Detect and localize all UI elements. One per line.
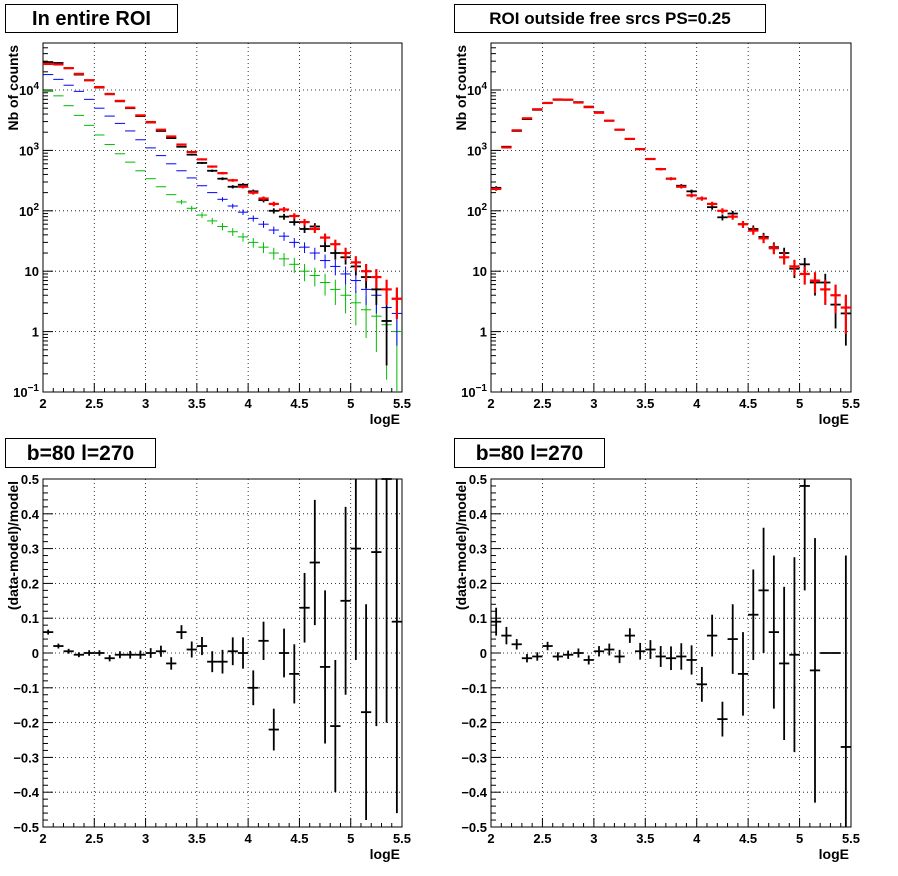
x-tick-label: 3.5 [188, 396, 206, 411]
panel-title-top-right: ROI outside free srcs PS=0.25 [454, 4, 766, 33]
x-tick-label: 5.5 [842, 396, 860, 411]
y-tick-label: 0.5 [469, 472, 487, 487]
y-tick-label: 102 [467, 202, 487, 219]
chart-panel-0: 2 2.5 3 3.5 4 4.5 5 5.5 10−1 1 10 102 103 104 logE Nb o… [5, 42, 411, 427]
y-tick-label: −0.1 [461, 681, 487, 696]
x-tick-label: 2 [487, 831, 494, 846]
y-tick-label: −0.2 [461, 716, 487, 731]
y-tick-label: 10−1 [13, 383, 39, 400]
y-tick-label: −0.3 [461, 750, 487, 765]
y-tick-label: −0.4 [13, 785, 39, 800]
y-tick-label: 102 [19, 202, 39, 219]
x-tick-label: 2 [39, 831, 46, 846]
y-tick-label: 0.4 [21, 507, 40, 522]
plot-frame [490, 42, 852, 393]
y-tick-label: 0 [32, 646, 39, 661]
x-tick-label: 5.5 [393, 396, 411, 411]
panel-title-top-left: In entire ROI [5, 4, 178, 33]
x-tick-label: 5 [347, 831, 354, 846]
x-tick-label: 2.5 [85, 396, 103, 411]
y-tick-label: 0.5 [21, 472, 39, 487]
y-tick-label: 0.1 [21, 611, 39, 626]
x-tick-label: 4 [693, 396, 701, 411]
plot-frame [42, 42, 403, 393]
chart-panel-1: 2 2.5 3 3.5 4 4.5 5 5.5 10−1 1 10 102 103 104 logE Nb o… [453, 42, 860, 427]
y-tick-label: 104 [467, 81, 487, 98]
y-tick-label: 0.1 [469, 611, 487, 626]
y-axis-label: (data-model)/model [453, 481, 469, 610]
x-tick-label: 2 [39, 396, 46, 411]
panel-title-bottom-left: b=80 l=270 [5, 438, 156, 468]
y-tick-label: 10 [473, 264, 487, 279]
x-tick-label: 3 [590, 831, 597, 846]
x-tick-label: 2 [487, 396, 494, 411]
y-tick-label: 103 [19, 141, 39, 158]
y-tick-label: 0.2 [469, 576, 487, 591]
x-tick-label: 3 [590, 396, 597, 411]
y-tick-label: 10−1 [461, 383, 487, 400]
x-tick-label: 2.5 [533, 396, 551, 411]
y-axis-label: Nb of counts [453, 45, 469, 131]
x-axis-label: logE [370, 411, 400, 427]
x-axis-label: logE [370, 846, 400, 862]
x-tick-label: 3.5 [636, 396, 654, 411]
x-axis-label: logE [819, 411, 849, 427]
x-tick-label: 3.5 [636, 831, 654, 846]
y-tick-label: −0.4 [461, 785, 487, 800]
y-tick-label: −0.2 [13, 716, 39, 731]
y-tick-label: 0.3 [469, 542, 487, 557]
chart-panel-2: 2 2.5 3 3.5 4 4.5 5 5.5 −0.5 −0.4 −0.3 −0.2 −0.1 0 0.1… [5, 472, 411, 862]
x-tick-label: 4.5 [290, 396, 308, 411]
x-tick-label: 3.5 [188, 831, 206, 846]
x-tick-label: 4.5 [739, 396, 757, 411]
y-tick-label: 1 [480, 325, 487, 340]
x-tick-label: 4.5 [290, 831, 308, 846]
y-tick-label: −0.5 [13, 820, 39, 835]
y-tick-label: 103 [467, 141, 487, 158]
x-tick-label: 4 [245, 396, 253, 411]
y-tick-label: −0.1 [13, 681, 39, 696]
y-tick-label: 10 [25, 264, 39, 279]
y-tick-label: 0.4 [469, 507, 488, 522]
x-tick-label: 5.5 [842, 831, 860, 846]
x-tick-label: 5.5 [393, 831, 411, 846]
x-tick-label: 4 [693, 831, 701, 846]
x-tick-label: 3 [142, 396, 149, 411]
x-tick-label: 4 [245, 831, 253, 846]
x-tick-label: 3 [142, 831, 149, 846]
y-tick-label: 1 [32, 325, 39, 340]
chart-panel-3: 2 2.5 3 3.5 4 4.5 5 5.5 −0.5 −0.4 −0.3 −0.2 −0.1 0 0.1… [453, 472, 860, 862]
x-tick-label: 4.5 [739, 831, 757, 846]
x-tick-label: 5 [347, 396, 354, 411]
panel-title-bottom-right: b=80 l=270 [454, 438, 605, 468]
y-tick-label: 104 [19, 81, 39, 98]
x-tick-label: 5 [796, 831, 803, 846]
y-tick-label: −0.5 [461, 820, 487, 835]
y-tick-label: 0.3 [21, 542, 39, 557]
x-tick-label: 2.5 [85, 831, 103, 846]
x-tick-label: 5 [796, 396, 803, 411]
y-axis-label: Nb of counts [5, 45, 21, 131]
y-tick-label: 0.2 [21, 576, 39, 591]
y-tick-label: −0.3 [13, 750, 39, 765]
x-tick-label: 2.5 [533, 831, 551, 846]
y-tick-label: 0 [480, 646, 487, 661]
y-axis-label: (data-model)/model [5, 481, 21, 610]
x-axis-label: logE [819, 846, 849, 862]
